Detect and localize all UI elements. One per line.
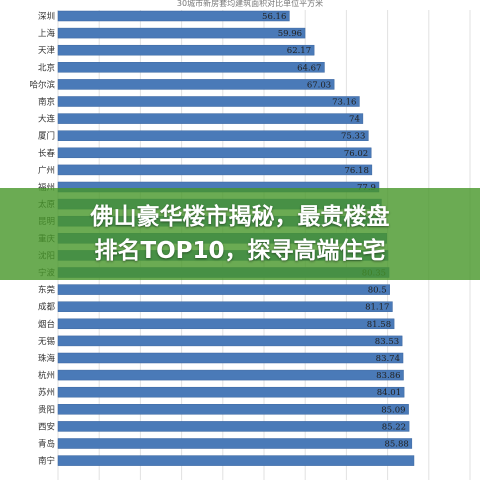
value-label: 74: [349, 115, 360, 125]
value-label: 76.02: [344, 149, 368, 159]
category-label: 烟台: [38, 319, 55, 330]
headline-banner: 佛山豪华楼市揭秘，最贵楼盘 排名TOP10，探寻高端住宅: [0, 188, 480, 280]
category-label: 贵阳: [38, 404, 55, 415]
value-label: 64.67: [297, 63, 321, 73]
category-label: 天津: [38, 45, 56, 56]
category-label: 大连: [38, 114, 56, 125]
value-label: 85.22: [382, 422, 406, 432]
value-label: 56.16: [262, 12, 286, 22]
bar: [57, 301, 393, 312]
bar: [57, 404, 409, 415]
value-label: 83.53: [375, 337, 399, 347]
category-label: 厦门: [38, 131, 55, 142]
category-label: 杭州: [38, 370, 55, 381]
value-label: 76.18: [345, 166, 369, 176]
value-label: 84.01: [377, 388, 401, 398]
bar: [57, 113, 364, 124]
category-label: 东莞: [38, 285, 56, 296]
bar: [57, 352, 404, 364]
bar: [57, 369, 404, 381]
category-label: 苏州: [38, 387, 55, 398]
value-label: 83.86: [376, 371, 400, 381]
bar: [57, 44, 315, 56]
value-label: 59.96: [278, 29, 302, 39]
category-label: 福州: [38, 182, 55, 193]
category-label: 南宁: [38, 456, 55, 467]
value-label: 67.03: [307, 80, 331, 90]
value-label: 83.74: [376, 354, 400, 364]
bar: [57, 421, 410, 432]
value-label: 75.33: [341, 132, 365, 142]
category-label: 广州: [38, 165, 55, 176]
category-label: 南京: [38, 97, 55, 108]
headline-line-1: 佛山豪华楼市揭秘，最贵楼盘: [90, 204, 390, 230]
value-label: 80.5: [368, 286, 387, 296]
bar: [57, 164, 373, 176]
bar: [57, 79, 335, 90]
headline-line-2: 排名TOP10，探寻高端住宅: [94, 238, 386, 264]
bar: [57, 455, 415, 466]
bar: [57, 438, 413, 449]
category-label: 哈尔滨: [29, 79, 55, 90]
bar: [57, 130, 369, 141]
value-label: 85.09: [381, 405, 405, 415]
bar: [57, 335, 403, 347]
bar: [57, 147, 372, 159]
bar: [57, 62, 325, 73]
value-label: 73.16: [332, 98, 356, 108]
category-label: 成都: [38, 302, 56, 313]
category-label: 北京: [38, 62, 55, 73]
bar: [57, 386, 405, 398]
bar: [57, 284, 390, 295]
category-label: 长春: [38, 148, 56, 159]
category-label: 珠海: [38, 353, 56, 364]
bar: [57, 10, 290, 22]
value-label: 62.17: [287, 46, 311, 56]
bar: [57, 27, 306, 39]
value-label: 81.17: [365, 303, 389, 313]
bar: [57, 96, 360, 107]
category-label: 上海: [38, 28, 56, 39]
category-label: 青岛: [38, 439, 55, 450]
value-label: 81.58: [367, 320, 391, 330]
value-label: 85.88: [384, 440, 408, 450]
category-label: 西安: [38, 421, 55, 432]
bar: [57, 318, 395, 330]
chart-title: 30城市新房套均建筑面积对比单位平方米: [177, 0, 323, 8]
category-label: 深圳: [38, 11, 55, 22]
category-label: 无锡: [38, 337, 56, 347]
